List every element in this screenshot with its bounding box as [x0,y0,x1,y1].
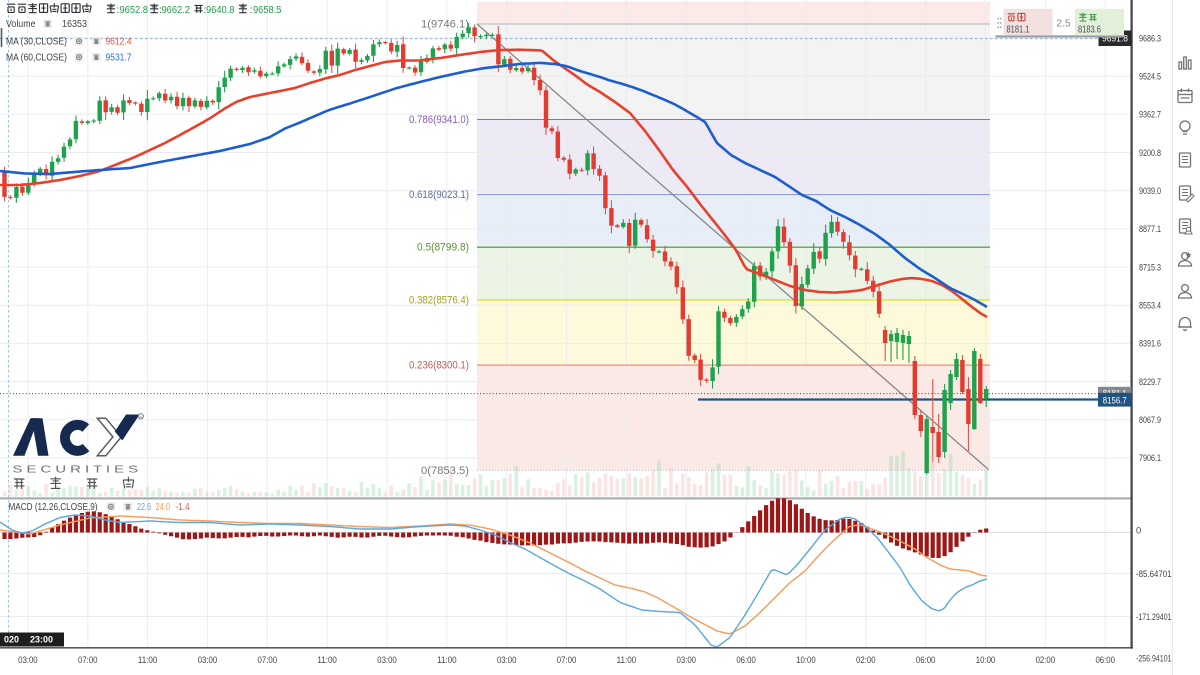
svg-text:8715.3: 8715.3 [1139,262,1161,273]
svg-text:03:00: 03:00 [18,655,38,665]
svg-text:0.236(8300.1): 0.236(8300.1) [409,360,469,372]
svg-text:1(9746.1): 1(9746.1) [421,19,469,31]
svg-text:7906.1: 7906.1 [1139,453,1161,464]
svg-text:9524.5: 9524.5 [1139,72,1161,83]
svg-text:-256.94101: -256.94101 [1136,653,1172,663]
svg-text:Volume: Volume [6,19,36,30]
svg-text:9691.8: 9691.8 [1102,34,1128,45]
svg-text:0.382(8576.4): 0.382(8576.4) [409,294,469,306]
svg-text:9039.0: 9039.0 [1139,186,1161,197]
svg-text:11:00: 11:00 [138,655,158,665]
svg-text:0.786(9341.0): 0.786(9341.0) [409,114,469,126]
svg-text:-85.64701: -85.64701 [1136,569,1172,579]
svg-text:03:00: 03:00 [377,655,397,665]
svg-text:8156.7: 8156.7 [1103,395,1127,406]
svg-text:-171.29401: -171.29401 [1136,612,1172,622]
svg-text:8181.1: 8181.1 [1007,25,1030,36]
svg-text:07:00: 07:00 [557,655,577,665]
svg-text:-1.4: -1.4 [176,502,190,513]
svg-text:07:00: 07:00 [258,655,278,665]
svg-text:0.5(8799.8): 0.5(8799.8) [417,242,469,254]
svg-text:S E C U R I T I E S: S E C U R I T I E S [13,465,139,476]
svg-text:23:00: 23:00 [30,635,53,645]
svg-text:0(7853.5): 0(7853.5) [421,465,469,477]
svg-text:8183.6: 8183.6 [1078,25,1101,36]
svg-text:8067.9: 8067.9 [1139,415,1161,426]
svg-text:MA (60,CLOSE): MA (60,CLOSE) [6,53,67,64]
svg-text:06:00: 06:00 [1095,655,1115,665]
svg-text:0: 0 [1136,525,1141,535]
svg-text:06:00: 06:00 [916,655,936,665]
svg-text::: : [117,5,120,16]
svg-text:03:00: 03:00 [677,655,697,665]
svg-text:9531.7: 9531.7 [106,53,132,64]
svg-text:2.5: 2.5 [1056,19,1070,30]
svg-text:07:00: 07:00 [78,655,98,665]
svg-text::: : [204,5,207,16]
svg-text:03:00: 03:00 [497,655,517,665]
svg-text:8391.6: 8391.6 [1139,339,1161,350]
svg-text:9200.8: 9200.8 [1139,148,1161,159]
svg-text:MA (30,CLOSE): MA (30,CLOSE) [6,37,67,48]
svg-text:02:00: 02:00 [856,655,876,665]
svg-text:06:00: 06:00 [736,655,756,665]
svg-text:8877.1: 8877.1 [1139,224,1161,235]
svg-text:11:00: 11:00 [617,655,637,665]
svg-text::: : [159,5,162,16]
svg-text:9658.5: 9658.5 [253,5,282,16]
svg-text:020: 020 [4,635,19,645]
svg-text:02:00: 02:00 [1036,655,1056,665]
svg-text:R: R [139,415,142,419]
svg-text::: : [250,5,253,16]
svg-text:8229.7: 8229.7 [1139,377,1161,388]
svg-text:8553.4: 8553.4 [1139,301,1161,312]
svg-text:22.6: 22.6 [137,502,151,513]
svg-text:9662.2: 9662.2 [162,5,191,16]
svg-text:9686.3: 9686.3 [1139,33,1161,44]
svg-text:10:00: 10:00 [796,655,816,665]
svg-text:9612.4: 9612.4 [106,37,132,48]
svg-text:0.618(9023.1): 0.618(9023.1) [409,189,469,201]
svg-text:11:00: 11:00 [437,655,457,665]
svg-text:9362.7: 9362.7 [1139,110,1161,121]
svg-text:11:00: 11:00 [317,655,337,665]
svg-text:9652.8: 9652.8 [120,5,149,16]
svg-text:24.0: 24.0 [156,502,171,513]
svg-text:16353: 16353 [62,19,87,30]
svg-text:03:00: 03:00 [198,655,218,665]
svg-text:10:00: 10:00 [976,655,996,665]
svg-text:MACD (12,26,CLOSE,9): MACD (12,26,CLOSE,9) [9,502,98,513]
svg-text:9640.8: 9640.8 [206,5,235,16]
